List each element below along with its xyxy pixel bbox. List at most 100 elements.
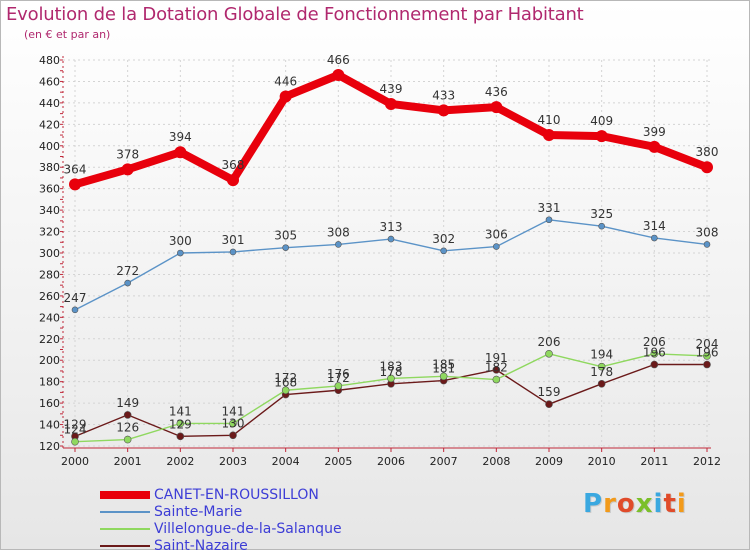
data-point — [703, 352, 711, 360]
x-tick-label: 2010 — [588, 455, 616, 468]
x-tick-label: 2002 — [166, 455, 194, 468]
y-tick-label: 480 — [39, 54, 60, 67]
data-label: 364 — [64, 162, 87, 176]
data-label: 126 — [116, 421, 139, 435]
data-point — [123, 435, 132, 444]
logo-letter: o — [616, 489, 636, 519]
data-point — [595, 130, 608, 143]
logo-letter: t — [663, 489, 677, 519]
logo-letter: i — [676, 489, 687, 519]
x-tick-label: 2000 — [61, 455, 89, 468]
data-label: 325 — [590, 207, 613, 221]
y-tick-label: 280 — [39, 268, 60, 281]
x-tick-label: 2001 — [114, 455, 142, 468]
chart-title: Evolution de la Dotation Globale de Fonc… — [6, 4, 584, 25]
data-point — [490, 101, 503, 114]
data-label: 446 — [274, 74, 297, 88]
x-tick-label: 2012 — [693, 455, 721, 468]
data-label: 331 — [538, 201, 561, 215]
legend-label: Saint-Nazaire — [154, 537, 248, 554]
data-label: 380 — [696, 145, 719, 159]
data-point — [71, 437, 79, 446]
logo-letter: r — [603, 489, 617, 519]
data-label: 306 — [485, 228, 508, 242]
data-point — [545, 400, 553, 408]
data-point — [227, 174, 239, 187]
data-label: 302 — [432, 232, 455, 246]
data-label: 178 — [590, 365, 613, 379]
y-tick-label: 320 — [39, 226, 60, 239]
data-label: 129 — [169, 417, 192, 431]
data-label: 378 — [116, 147, 139, 161]
y-tick-label: 140 — [39, 419, 60, 432]
x-tick-label: 2004 — [272, 455, 300, 468]
data-label: 394 — [169, 130, 192, 144]
data-label: 183 — [380, 359, 403, 373]
data-point — [282, 244, 289, 251]
y-tick-label: 460 — [39, 75, 60, 88]
data-point — [334, 382, 343, 390]
y-tick-label: 200 — [39, 354, 60, 367]
data-label: 409 — [590, 114, 613, 128]
legend-item-villelongue: Villelongue-de-la-Salanque — [100, 520, 342, 537]
data-label: 272 — [116, 264, 139, 278]
legend-swatch-villelongue — [100, 527, 150, 530]
data-label: 176 — [327, 367, 350, 381]
data-point — [174, 146, 187, 159]
legend-item-canet: CANET-EN-ROUSSILLON — [100, 486, 342, 503]
data-point — [176, 432, 185, 441]
data-point — [701, 161, 713, 174]
data-label: 305 — [274, 229, 297, 243]
data-point — [71, 306, 79, 314]
data-point — [648, 140, 661, 153]
data-label: 141 — [222, 404, 245, 418]
data-point — [598, 222, 605, 230]
data-label: 172 — [327, 371, 350, 385]
y-tick-label: 300 — [39, 247, 60, 260]
data-label: 129 — [64, 417, 87, 431]
x-tick-label: 2011 — [640, 455, 668, 468]
data-point — [281, 386, 290, 395]
y-tick-label: 240 — [39, 311, 60, 324]
data-point — [650, 349, 659, 358]
y-tick-label: 360 — [39, 183, 60, 196]
data-point — [543, 129, 555, 142]
x-tick-label: 2007 — [430, 455, 458, 468]
data-label: 191 — [485, 351, 508, 365]
data-label: 247 — [64, 291, 87, 305]
data-point — [229, 431, 237, 440]
data-label: 439 — [380, 82, 403, 96]
data-label: 168 — [274, 376, 297, 390]
data-point — [121, 163, 134, 176]
data-point — [387, 374, 395, 383]
data-label: 159 — [538, 385, 561, 399]
legend-item-saint-nazaire: Saint-Nazaire — [100, 537, 342, 554]
y-tick-label: 400 — [39, 140, 60, 153]
data-label: 466 — [327, 53, 350, 67]
data-label: 204 — [696, 337, 719, 351]
legend: CANET-EN-ROUSSILLON Sainte-Marie Villelo… — [100, 486, 342, 554]
data-label: 149 — [116, 396, 139, 410]
data-label: 185 — [432, 357, 455, 371]
x-tick-label: 2008 — [482, 455, 510, 468]
y-tick-label: 120 — [39, 440, 60, 453]
data-point — [279, 90, 292, 103]
legend-label: Sainte-Marie — [154, 503, 243, 520]
data-point — [124, 279, 131, 287]
data-point — [651, 234, 658, 242]
legend-swatch-canet — [100, 490, 150, 499]
data-label: 206 — [538, 335, 561, 349]
data-label: 181 — [432, 362, 455, 376]
logo-letter: i — [653, 489, 664, 519]
data-label: 368 — [222, 158, 245, 172]
y-tick-label: 220 — [39, 333, 60, 346]
data-point — [597, 380, 606, 388]
data-label: 178 — [380, 365, 403, 379]
data-label: 141 — [169, 404, 192, 418]
data-point — [437, 104, 450, 117]
legend-swatch-saint-nazaire — [100, 544, 150, 547]
data-point — [492, 375, 501, 384]
data-point — [123, 411, 132, 419]
data-label: 308 — [327, 225, 350, 239]
